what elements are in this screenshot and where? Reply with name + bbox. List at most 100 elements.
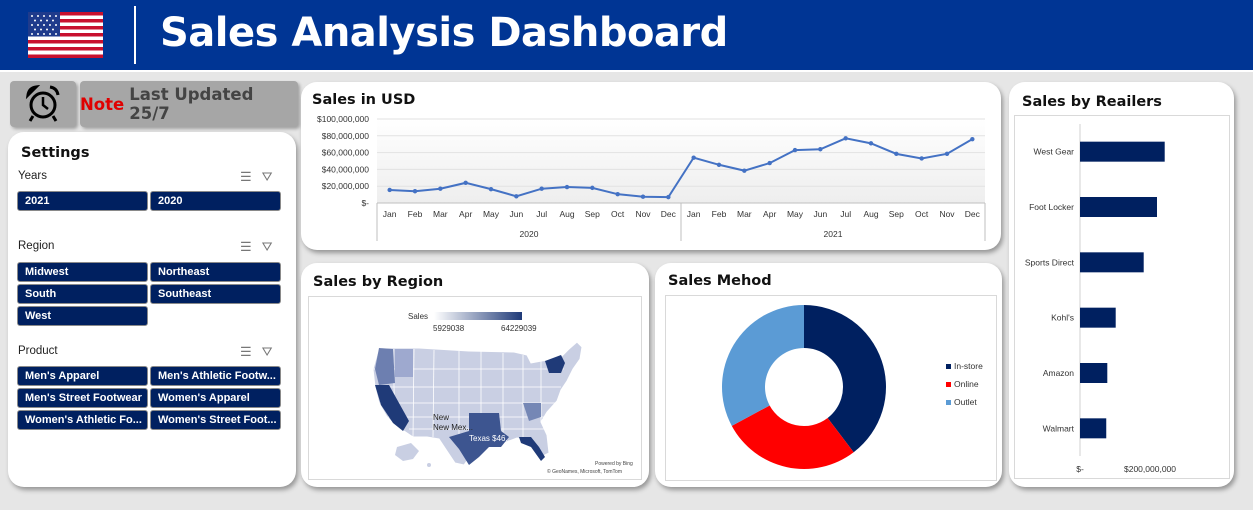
label-texas: Texas $46,... [469,434,514,443]
slicer-item-year[interactable]: 2021 [17,191,148,211]
legend-label: Sales [408,312,428,321]
state-texas [449,413,509,465]
sales-point[interactable] [615,191,620,197]
x-tick-label: Nov [939,209,955,219]
bar-category-label: Walmart [1043,423,1075,433]
sales-point[interactable] [463,180,468,186]
state-idaho [395,349,413,377]
multi-select-icon[interactable]: ☰ [240,239,252,254]
sales-region-title: Sales by Region [313,274,444,290]
region-map[interactable]: Sales 5929038 64229039 New New Mex... [308,296,642,480]
sales-point[interactable] [767,160,772,166]
retailer-bar[interactable] [1080,418,1107,439]
sales-point[interactable] [818,147,823,152]
retailer-bar[interactable] [1080,363,1108,383]
x-tick-label: Apr [763,209,776,219]
y-tick-label: $60,000,000 [322,148,370,158]
slicer-item-year[interactable]: 2020 [150,191,281,211]
multi-select-icon[interactable]: ☰ [240,344,252,359]
state-carolina [523,403,541,421]
slicer-item-region[interactable]: Southeast [150,284,281,304]
map-attribution: © GeoNames, Microsoft, TomTom [547,468,622,475]
sales-point[interactable] [970,136,975,142]
sales-point[interactable] [514,194,519,199]
sales-point[interactable] [412,189,418,194]
plot-area [377,119,985,203]
map-attribution-bing: Powered by Bing [595,461,633,467]
retailers-title: Sales by Reailers [1022,94,1162,110]
sales-line [389,137,973,199]
sales-point[interactable] [438,186,443,191]
retailer-bar[interactable] [1080,141,1165,162]
sales-point[interactable] [894,151,899,157]
legend-swatch [946,364,951,369]
x-tick-label: Aug [559,209,574,219]
clear-filter-icon[interactable]: ⛛ [261,344,273,359]
y-tick-label: $40,000,000 [322,164,370,174]
x-tick-label: Feb [712,209,727,219]
slicer-item-product[interactable]: Women's Athletic Fo... [17,410,148,430]
x-tick-label: Feb [408,209,423,219]
alarm-clock-button[interactable] [10,81,76,127]
x-tick-label: Oct [611,209,625,219]
retailers-bar-chart[interactable]: West Gear Foot Locker Sports Direct Kohl's A… [1015,116,1229,478]
slicer-item-region[interactable]: West [17,306,148,326]
clear-filter-icon[interactable]: ⛛ [261,239,273,254]
bar-category-label: Kohl's [1051,313,1074,323]
method-chart-area[interactable]: In-store Online Outlet [665,295,997,481]
sales-point[interactable] [919,156,924,161]
sales-point[interactable] [564,184,570,190]
clear-filter-icon[interactable]: ⛛ [261,169,273,184]
sales-point[interactable] [539,186,544,191]
x-tick-label: Jul [536,209,547,219]
legend-entry: Online [954,379,979,389]
bar-category-label: Amazon [1043,368,1074,378]
x-tick-label: Sep [585,209,600,219]
legend-entry: Outlet [954,397,977,407]
sales-point[interactable] [843,136,848,141]
bar-category-label: Foot Locker [1029,202,1074,212]
donut-slice[interactable] [731,405,854,469]
donut-slice[interactable] [722,305,804,426]
sales-point[interactable] [691,155,696,160]
sales-point[interactable] [716,162,722,167]
legend-swatch [946,382,951,387]
retailer-bar[interactable] [1080,197,1157,217]
slicer-item-product[interactable]: Men's Street Footwear [17,388,148,408]
x-tick-label: Jan [383,209,397,219]
year-label: 2020 [520,229,539,239]
sales-method-title: Sales Mehod [668,273,772,289]
y-tick-label: $20,000,000 [322,181,370,191]
donut-slice[interactable] [804,305,886,453]
sales-point[interactable] [590,185,595,191]
note-text: Last Updated 25/7 [129,85,254,123]
slicer-item-region[interactable]: Midwest [17,262,148,282]
x-tick-label: $- [1076,464,1084,474]
note-label: Note [80,94,125,114]
legend-min: 5929038 [433,324,465,333]
slicer-item-product[interactable]: Men's Apparel [17,366,148,386]
retailer-bar[interactable] [1080,252,1144,273]
slicer-item-product[interactable]: Women's Street Foot... [150,410,281,430]
sales-point[interactable] [868,141,874,146]
retailer-bar[interactable] [1080,307,1116,328]
slicer-item-region[interactable]: South [17,284,148,304]
sales-method-donut[interactable]: In-store Online Outlet [666,296,996,480]
retailers-chart-area[interactable]: West Gear Foot Locker Sports Direct Kohl's A… [1014,115,1230,479]
sales-point[interactable] [742,168,747,173]
sales-point[interactable] [944,151,950,157]
sales-point[interactable] [387,187,392,193]
state-california [375,385,409,431]
x-tick-label: Dec [965,209,981,219]
sales-point[interactable] [640,194,646,199]
sales-line-chart[interactable]: $100,000,000 $80,000,000 $60,000,000 $40,00… [305,111,995,249]
slicer-item-product[interactable]: Women's Apparel [150,388,281,408]
slicer-item-product[interactable]: Men's Athletic Footw... [150,366,281,386]
dashboard-header: Sales Analysis Dashboard [0,0,1253,72]
sales-point[interactable] [666,194,671,200]
multi-select-icon[interactable]: ☰ [240,169,252,184]
sales-point[interactable] [488,186,494,192]
slicer-item-region[interactable]: Northeast [150,262,281,282]
sales-point[interactable] [792,147,798,153]
